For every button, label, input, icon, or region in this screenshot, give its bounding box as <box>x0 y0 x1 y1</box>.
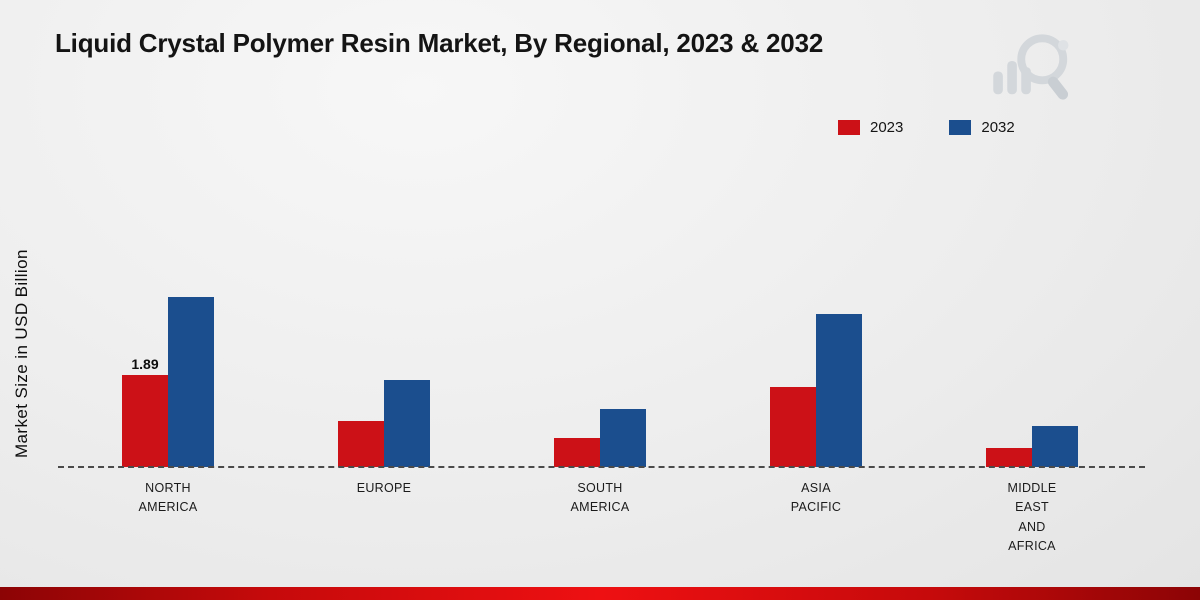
bar-2032-north-america <box>168 297 214 467</box>
footer-accent-bar <box>0 587 1200 600</box>
bar-pair <box>986 426 1078 467</box>
category-label-europe: EUROPE <box>356 481 412 495</box>
legend-label-2032: 2032 <box>981 119 1015 136</box>
category-label-south-america: SOUTH AMERICA <box>570 481 630 515</box>
bar-pair <box>338 380 430 467</box>
bar-group-middle-east-and-africa: MIDDLE EAST AND AFRICA <box>924 0 1140 553</box>
legend-item-2023: 2023 <box>838 119 903 136</box>
legend-swatch-2023 <box>838 120 860 135</box>
bar-group-north-america: 1.89 NORTH AMERICA <box>60 0 276 514</box>
bar-2032-europe <box>384 380 430 467</box>
bar-2023-north-america: 1.89 <box>122 356 168 467</box>
legend: 2023 2032 <box>838 119 1015 136</box>
bar-pair <box>554 409 646 467</box>
legend-item-2032: 2032 <box>949 119 1015 136</box>
bar-2023-asia-pacific <box>770 387 816 467</box>
x-axis-baseline <box>58 466 1145 468</box>
bar-group-south-america: SOUTH AMERICA <box>492 0 708 514</box>
bar-pair <box>770 314 862 467</box>
legend-swatch-2032 <box>949 120 972 135</box>
bar-2032-middle-east-and-africa <box>1032 426 1078 467</box>
bar-2032-south-america <box>600 409 646 467</box>
bar-group-europe: EUROPE <box>276 0 492 495</box>
bar-2023-middle-east-and-africa <box>986 448 1032 467</box>
category-label-north-america: NORTH AMERICA <box>138 481 198 515</box>
bar-chart-plot-area: 1.89 NORTH AMERICA EUROPE SOUTH AMERICA ASIA PA… <box>60 0 1140 553</box>
category-label-middle-east-and-africa: MIDDLE EAST AND AFRICA <box>1007 481 1057 554</box>
y-axis-label: Market Size in USD Billion <box>12 249 31 458</box>
category-label-asia-pacific: ASIA PACIFIC <box>790 481 842 515</box>
legend-label-2023: 2023 <box>870 119 904 136</box>
bar-pair: 1.89 <box>122 297 214 467</box>
bar-2023-south-america <box>554 438 600 467</box>
market-research-future-logo <box>993 34 1069 100</box>
chart-title: Liquid Crystal Polymer Resin Market, By … <box>55 28 824 58</box>
bar-2032-asia-pacific <box>816 314 862 467</box>
bar-2023-europe <box>338 421 384 467</box>
bar-group-asia-pacific: ASIA PACIFIC <box>708 0 924 514</box>
bar-data-label: 1.89 <box>131 356 159 372</box>
